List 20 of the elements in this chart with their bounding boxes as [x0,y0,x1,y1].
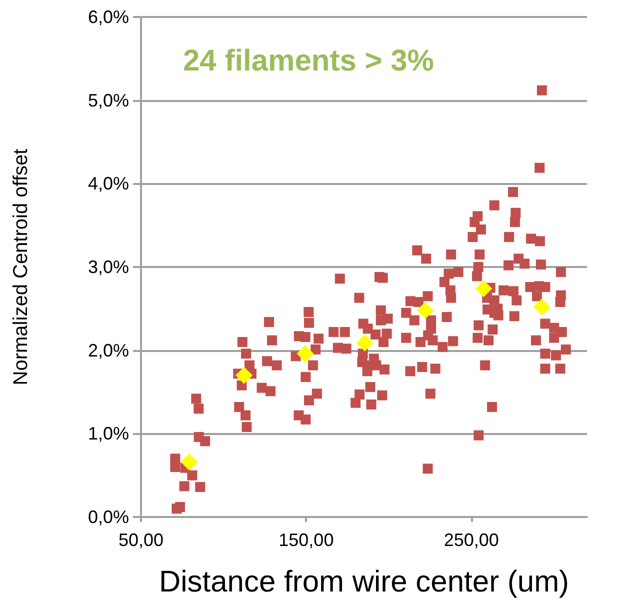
point [236,366,253,384]
point [475,280,492,298]
point [296,345,314,362]
point [533,298,550,316]
x-tick-label: 250,00 [444,530,499,550]
point [356,334,374,352]
y-axis-title: Normalized Centroid offset [10,148,32,386]
y-tick-label: 5,0% [88,90,129,110]
y-tick-label: 1,0% [88,424,129,444]
x-tick-label: 50,00 [118,530,164,550]
annotation: 24 filaments > 3% [183,44,434,78]
x-axis-title: Distance from wire center (um) [158,566,570,598]
y-tick-label: 4,0% [88,174,129,194]
y-tick-label: 3,0% [88,257,129,277]
y-tick-label: 6,0% [88,7,129,27]
point [180,454,198,470]
y-tick-label: 0,0% [88,507,129,527]
y-tick-label: 2,0% [88,340,129,360]
x-tick-label: 150,00 [278,530,334,550]
point [416,302,434,319]
